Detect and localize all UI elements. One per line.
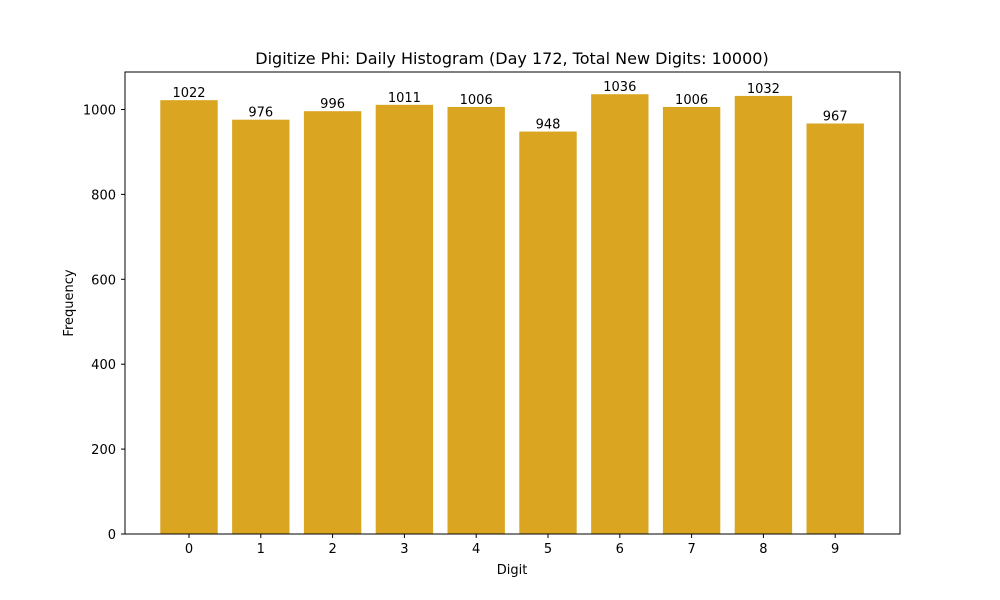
bar-digit-5 (519, 131, 577, 534)
bar-value-label: 976 (248, 106, 273, 121)
x-tick-label: 1 (257, 542, 265, 557)
bar-value-label: 1011 (388, 91, 421, 106)
x-tick-label: 4 (472, 542, 480, 557)
x-tick-label: 3 (400, 542, 408, 557)
x-tick-label: 7 (687, 542, 695, 557)
y-axis-label: Frequency (62, 269, 77, 336)
x-tick-label: 0 (185, 542, 193, 557)
bar-value-label: 1032 (747, 82, 780, 97)
bar-value-label: 967 (823, 110, 848, 125)
bar-value-label: 1022 (172, 86, 205, 101)
bar-digit-1 (232, 119, 290, 535)
bar-value-label: 1006 (675, 93, 708, 108)
x-tick-label: 5 (544, 542, 552, 557)
bar-value-label: 1006 (460, 93, 493, 108)
x-tick-label: 2 (328, 542, 336, 557)
x-axis-label: Digit (497, 563, 528, 578)
bar-digit-9 (806, 123, 864, 535)
x-axis: 0 1 2 3 4 5 6 7 8 9 (185, 534, 839, 557)
y-tick-label: 800 (91, 188, 116, 203)
y-axis: 0 200 400 600 800 1000 (83, 104, 125, 543)
y-tick-label: 200 (91, 443, 116, 458)
y-tick-label: 1000 (83, 104, 116, 119)
x-tick-label: 8 (759, 542, 767, 557)
bar-digit-2 (303, 111, 362, 534)
bar-value-label: 1036 (603, 80, 636, 95)
y-tick-label: 0 (108, 528, 116, 543)
y-tick-label: 600 (91, 273, 116, 288)
bar-value-label: 948 (536, 118, 561, 133)
plot-frame (124, 71, 901, 535)
bar-value-label: 996 (320, 97, 345, 112)
chart-title: Digitize Phi: Daily Histogram (Day 172, … (255, 49, 768, 68)
bar-digit-3 (375, 104, 434, 534)
bar-digit-4 (447, 106, 505, 534)
bar-digit-0 (160, 100, 218, 534)
bar-digit-7 (662, 106, 721, 534)
bars-group (160, 94, 864, 535)
y-tick-label: 400 (91, 358, 116, 373)
data-labels-group: 1022 976 996 1011 1006 948 1036 1006 1032 967 (172, 80, 847, 132)
x-tick-label: 6 (616, 542, 624, 557)
bar-digit-8 (734, 95, 793, 534)
bar-digit-6 (591, 94, 649, 534)
x-tick-label: 9 (831, 542, 839, 557)
